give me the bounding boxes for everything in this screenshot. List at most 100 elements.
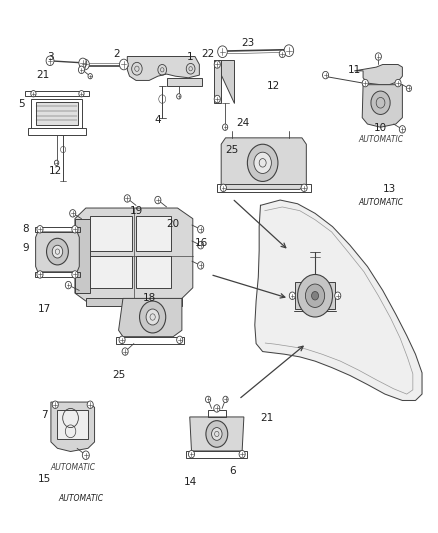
Text: 6: 6 [229,466,235,476]
Circle shape [52,245,63,258]
Polygon shape [127,56,199,80]
Circle shape [124,195,131,202]
Circle shape [220,184,226,191]
Polygon shape [255,200,422,400]
Circle shape [52,401,58,408]
Circle shape [79,58,87,68]
Circle shape [322,71,328,79]
Polygon shape [214,60,234,103]
Polygon shape [35,102,78,125]
Circle shape [65,281,71,289]
Circle shape [198,225,204,233]
Circle shape [279,50,286,58]
Polygon shape [90,216,132,251]
Circle shape [395,79,401,87]
Circle shape [46,56,54,66]
Circle shape [120,59,128,70]
Text: 12: 12 [49,166,62,176]
Circle shape [81,59,89,70]
Circle shape [297,274,332,317]
Circle shape [362,79,368,87]
Circle shape [399,126,406,133]
Polygon shape [214,60,221,103]
Circle shape [335,292,341,300]
Polygon shape [136,216,171,251]
Text: 12: 12 [267,81,280,91]
Text: 22: 22 [201,49,215,59]
Polygon shape [51,402,95,451]
Text: 18: 18 [142,293,156,303]
Circle shape [87,401,93,408]
Circle shape [177,336,183,344]
Text: 15: 15 [38,474,51,484]
Circle shape [218,46,227,58]
Circle shape [146,309,159,325]
Circle shape [54,160,59,165]
Text: 4: 4 [155,115,161,125]
Text: 10: 10 [374,123,387,133]
Circle shape [78,66,85,74]
Circle shape [188,450,194,458]
Text: 23: 23 [241,38,254,48]
Polygon shape [35,232,79,272]
Circle shape [37,225,43,233]
Text: 8: 8 [23,224,29,235]
Circle shape [371,91,390,115]
Polygon shape [362,85,403,127]
Polygon shape [354,64,403,85]
Text: 9: 9 [23,243,29,253]
Text: 7: 7 [41,410,48,421]
Polygon shape [190,417,244,451]
Polygon shape [90,256,132,288]
Circle shape [311,292,318,300]
Circle shape [140,301,166,333]
Polygon shape [86,298,182,306]
Circle shape [239,450,245,458]
Text: 1: 1 [187,52,194,61]
Text: 25: 25 [112,370,125,381]
Text: AUTOMATIC: AUTOMATIC [59,494,104,503]
Text: 17: 17 [38,304,51,314]
Circle shape [79,91,84,97]
Circle shape [88,74,92,79]
Circle shape [206,421,228,447]
Polygon shape [57,410,88,439]
Circle shape [198,241,204,249]
Circle shape [247,144,278,181]
Circle shape [254,152,272,173]
Text: 24: 24 [237,118,250,128]
Polygon shape [75,208,193,301]
Text: 21: 21 [36,70,49,80]
Circle shape [284,45,293,56]
Circle shape [223,396,228,402]
Circle shape [223,124,228,131]
Text: 21: 21 [261,413,274,423]
Circle shape [289,292,295,300]
Text: 20: 20 [166,219,180,229]
Circle shape [198,262,204,269]
Text: 16: 16 [195,238,208,247]
Circle shape [375,53,381,60]
Circle shape [214,405,220,412]
Circle shape [119,336,125,344]
Polygon shape [221,138,306,189]
Circle shape [155,196,161,204]
Circle shape [177,94,181,99]
Circle shape [72,271,78,278]
Polygon shape [136,256,171,288]
Circle shape [406,85,412,92]
Circle shape [37,271,43,278]
Circle shape [214,95,220,103]
Circle shape [72,225,78,233]
Text: 2: 2 [113,49,120,59]
Polygon shape [75,219,90,293]
Polygon shape [166,78,201,86]
Text: 5: 5 [18,99,25,109]
Polygon shape [295,282,335,309]
Circle shape [205,396,211,402]
Circle shape [122,348,128,356]
Circle shape [214,61,220,68]
Text: 19: 19 [129,206,143,216]
Text: 11: 11 [348,65,361,75]
Polygon shape [119,298,182,337]
